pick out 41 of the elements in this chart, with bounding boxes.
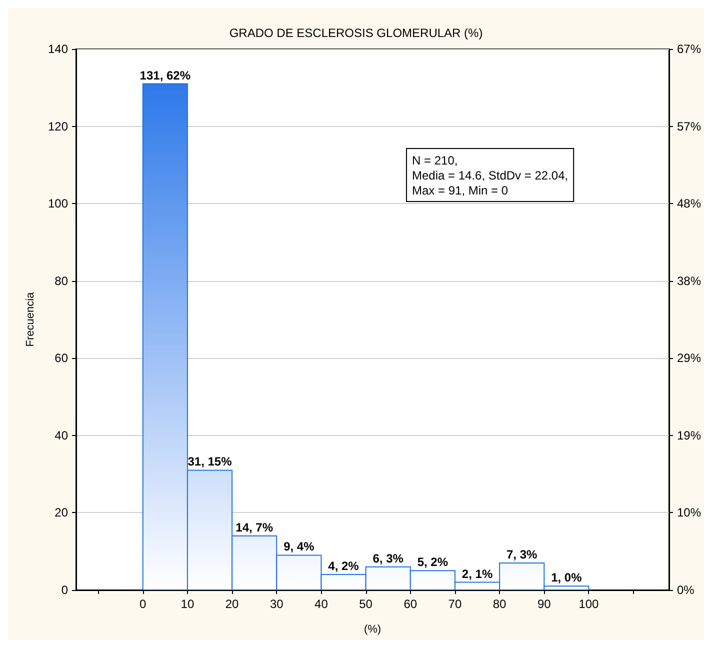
y2-tick-label: 57% [676,119,702,134]
x-tick-label: 0 [140,597,147,611]
y-tick-label: 120 [48,119,68,134]
y-tick-label: 80 [54,274,68,288]
data-label: 6, 3% [372,551,404,566]
x-tick-label: 50 [359,597,373,611]
x-tick-label: 10 [180,597,194,611]
y-tick-label: 0 [61,583,68,597]
x-tick-label: 30 [270,597,284,611]
data-label: 14, 7% [236,520,274,534]
x-tick-label: 100 [578,597,600,611]
y2-tick-label: 10% [676,506,702,520]
y-tick-label: 60 [54,351,68,366]
data-label: 31, 15% [188,454,232,469]
data-label: 1, 0% [551,570,582,585]
data-label: 7, 3% [506,547,538,562]
x-tick-label: 90 [537,597,552,611]
x-tick-label: 60 [404,597,418,611]
x-axis-title: (%) [364,624,382,636]
y2-tick-label: 38% [676,274,702,288]
data-label: 5, 2% [417,555,448,570]
y-tick-label: 140 [48,42,68,56]
x-tick-label: 80 [492,597,507,611]
x-tick-label: 40 [314,597,328,611]
y2-tick-label: 19% [676,428,702,442]
annotation: N = 210, Media = 14.6, StdDv = 22.04, Max = 91, Min = 0 [412,154,568,198]
y2-tick-label: 0% [676,583,695,597]
x-tick-label: 70 [448,597,462,611]
data-label: 2, 1% [462,566,493,581]
y-tick-label: 100 [48,196,68,211]
y2-tick-label: 48% [676,196,702,211]
data-label: 4, 2% [328,559,360,574]
x-tick-label: 20 [225,597,240,611]
y-tick-label: 40 [54,428,68,442]
y-tick-label: 20 [54,506,68,520]
y-axis-title: Frecuencia [24,291,36,347]
data-label: 131, 62% [140,68,191,82]
chart-title: GRADO DE ESCLEROSIS GLOMERULAR (%) [229,26,483,40]
data-label: 9, 4% [284,540,315,554]
y2-tick-label: 67% [676,42,702,56]
y2-tick-label: 29% [676,351,702,366]
